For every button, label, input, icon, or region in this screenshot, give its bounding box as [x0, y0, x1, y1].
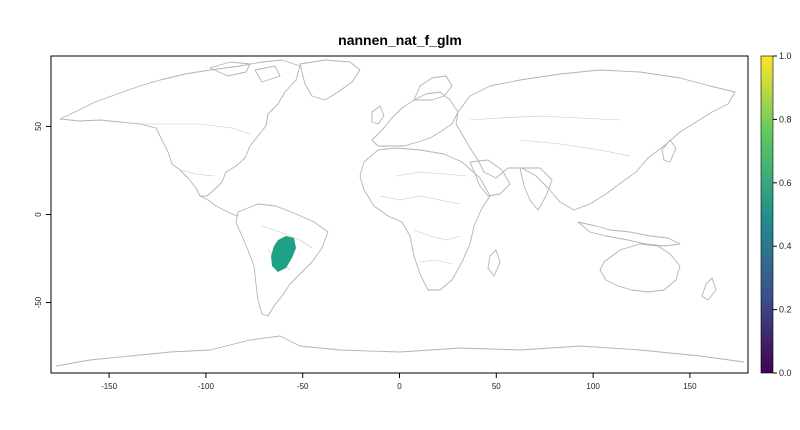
scandinavia — [413, 75, 453, 101]
japan — [661, 139, 677, 163]
world-coastlines — [55, 59, 745, 367]
colorbar-axis: 0.0 0.2 0.4 0.6 0.8 1.0 — [773, 51, 792, 378]
indonesia — [577, 221, 681, 247]
north-america — [59, 59, 301, 197]
map-title: nannen_nat_f_glm — [338, 32, 462, 48]
prediction-raster — [271, 236, 296, 272]
plot-frame — [50, 55, 749, 374]
x-tick-label: 150 — [683, 382, 697, 391]
colorbar-tick-label: 0.4 — [779, 241, 792, 251]
africa — [359, 147, 491, 291]
new-zealand — [701, 277, 717, 301]
greenland — [299, 59, 361, 101]
x-tick-label: 0 — [397, 382, 402, 391]
y-tick-label: 50 — [34, 121, 43, 130]
madagascar — [487, 249, 501, 277]
x-tick-label: -50 — [297, 382, 309, 391]
colorbar-tick-label: 0.8 — [779, 114, 792, 124]
arctic-islands — [209, 61, 281, 83]
x-tick-label: 100 — [586, 382, 600, 391]
colorbar-tick-label: 0.0 — [779, 368, 792, 378]
y-axis: 50 0 -50 — [34, 121, 51, 308]
y-tick-label: -50 — [34, 296, 43, 308]
colorbar-tick-label: 1.0 — [779, 51, 792, 61]
y-tick-label: 0 — [34, 212, 43, 217]
x-tick-label: 50 — [492, 382, 501, 391]
india — [519, 167, 553, 211]
raster-highlight-region — [271, 236, 296, 272]
colorbar — [760, 55, 774, 374]
asia — [455, 69, 736, 211]
x-tick-label: -150 — [101, 382, 118, 391]
x-tick-label: -100 — [198, 382, 215, 391]
country-borders — [140, 115, 631, 271]
antarctica — [55, 335, 745, 367]
south-america — [235, 203, 329, 317]
arabian-peninsula — [469, 159, 511, 197]
british-isles — [371, 105, 385, 125]
australia — [599, 243, 681, 293]
colorbar-tick-label: 0.6 — [779, 178, 792, 188]
x-axis: -150 -100 -50 0 50 100 150 — [101, 373, 697, 391]
central-america — [199, 195, 239, 217]
colorbar-tick-label: 0.2 — [779, 305, 792, 315]
